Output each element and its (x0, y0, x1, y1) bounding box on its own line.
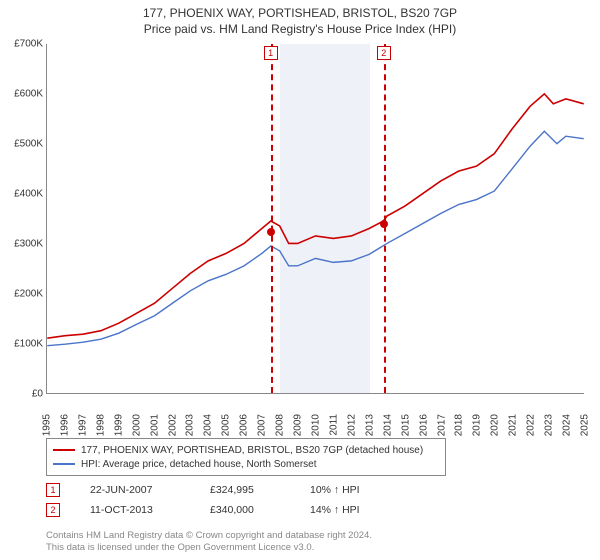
x-tick-label: 2015 (400, 414, 411, 436)
x-tick-label: 2022 (526, 414, 537, 436)
x-tick-label: 2004 (203, 414, 214, 436)
x-tick-label: 2025 (580, 414, 591, 436)
event-vline (384, 44, 386, 393)
x-tick-label: 1996 (59, 414, 70, 436)
x-tick-label: 2011 (328, 414, 339, 436)
legend-swatch (53, 463, 75, 465)
series-line (47, 94, 583, 338)
sale-delta: 14% ↑ HPI (310, 504, 390, 516)
sale-row: 2 11-OCT-2013 £340,000 14% ↑ HPI (46, 500, 390, 520)
title-subtitle: Price paid vs. HM Land Registry's House … (0, 22, 600, 36)
y-tick-label: £300K (1, 239, 43, 250)
x-tick-label: 1999 (113, 414, 124, 436)
x-tick-label: 2002 (167, 414, 178, 436)
x-tick-label: 2024 (562, 414, 573, 436)
x-tick-label: 1995 (42, 414, 53, 436)
sale-price: £340,000 (210, 504, 280, 516)
x-tick-label: 2014 (382, 414, 393, 436)
x-tick-label: 2016 (418, 414, 429, 436)
y-tick-label: £100K (1, 339, 43, 350)
attribution: Contains HM Land Registry data © Crown c… (46, 530, 372, 554)
y-tick-label: £400K (1, 189, 43, 200)
legend-swatch (53, 449, 75, 451)
sale-row: 1 22-JUN-2007 £324,995 10% ↑ HPI (46, 480, 390, 500)
x-tick-label: 1998 (95, 414, 106, 436)
y-tick-label: £0 (1, 389, 43, 400)
price-chart: £0£100K£200K£300K£400K£500K£600K£700K199… (46, 44, 584, 394)
sale-marker: 2 (46, 503, 60, 517)
x-tick-label: 2000 (131, 414, 142, 436)
x-tick-label: 2017 (436, 414, 447, 436)
title-block: 177, PHOENIX WAY, PORTISHEAD, BRISTOL, B… (0, 0, 600, 36)
attribution-line: Contains HM Land Registry data © Crown c… (46, 530, 372, 542)
y-tick-label: £600K (1, 89, 43, 100)
sale-marker: 1 (46, 483, 60, 497)
chart-svg (47, 44, 584, 393)
x-tick-label: 1997 (77, 414, 88, 436)
x-tick-label: 2023 (544, 414, 555, 436)
x-tick-label: 2005 (221, 414, 232, 436)
x-tick-label: 2021 (508, 414, 519, 436)
sale-dot (380, 220, 388, 228)
legend: 177, PHOENIX WAY, PORTISHEAD, BRISTOL, B… (46, 438, 446, 476)
legend-item: 177, PHOENIX WAY, PORTISHEAD, BRISTOL, B… (53, 443, 439, 457)
x-tick-label: 2018 (454, 414, 465, 436)
x-tick-label: 2001 (149, 414, 160, 436)
x-tick-label: 2010 (311, 414, 322, 436)
x-tick-label: 2019 (472, 414, 483, 436)
legend-label: HPI: Average price, detached house, Nort… (81, 459, 317, 470)
event-marker: 1 (264, 46, 278, 60)
x-tick-label: 2003 (185, 414, 196, 436)
x-tick-label: 2020 (490, 414, 501, 436)
sale-date: 22-JUN-2007 (90, 484, 180, 496)
title-address: 177, PHOENIX WAY, PORTISHEAD, BRISTOL, B… (0, 6, 600, 20)
sale-date: 11-OCT-2013 (90, 504, 180, 516)
sale-dot (267, 228, 275, 236)
x-tick-label: 2012 (346, 414, 357, 436)
legend-item: HPI: Average price, detached house, Nort… (53, 457, 439, 471)
attribution-line: This data is licensed under the Open Gov… (46, 542, 372, 554)
x-tick-label: 2009 (293, 414, 304, 436)
y-tick-label: £200K (1, 289, 43, 300)
event-marker: 2 (377, 46, 391, 60)
x-tick-label: 2013 (364, 414, 375, 436)
sale-price: £324,995 (210, 484, 280, 496)
series-line (47, 131, 583, 345)
sale-delta: 10% ↑ HPI (310, 484, 390, 496)
y-tick-label: £700K (1, 39, 43, 50)
x-tick-label: 2008 (275, 414, 286, 436)
x-tick-label: 2006 (239, 414, 250, 436)
legend-label: 177, PHOENIX WAY, PORTISHEAD, BRISTOL, B… (81, 445, 423, 456)
event-vline (271, 44, 273, 393)
y-tick-label: £500K (1, 139, 43, 150)
x-tick-label: 2007 (257, 414, 268, 436)
sale-events: 1 22-JUN-2007 £324,995 10% ↑ HPI 2 11-OC… (46, 480, 390, 520)
